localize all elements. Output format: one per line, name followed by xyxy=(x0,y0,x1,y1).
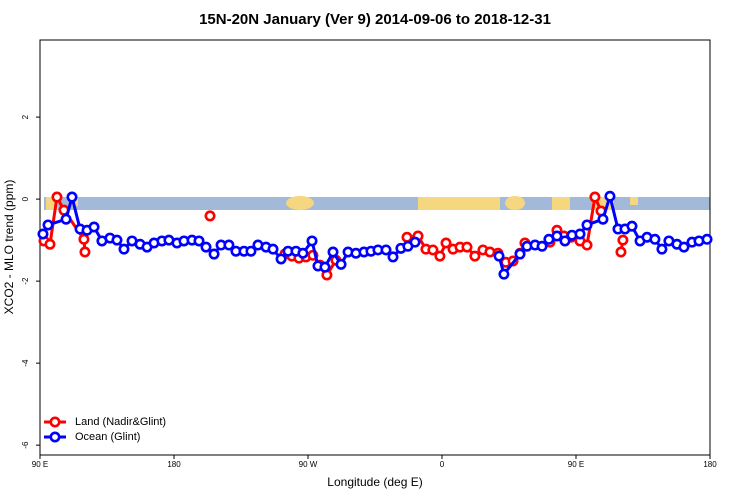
point xyxy=(514,248,526,260)
y-tick-label: -4 xyxy=(21,359,30,367)
legend-marker xyxy=(49,416,61,428)
point xyxy=(118,243,130,255)
x-tick-label: 0 xyxy=(440,460,445,469)
point xyxy=(200,241,212,253)
y-tick-label: -6 xyxy=(21,441,30,449)
point xyxy=(60,213,72,225)
point xyxy=(245,245,257,257)
point xyxy=(581,219,593,231)
point xyxy=(44,238,56,250)
y-tick-label: 2 xyxy=(21,114,30,119)
point xyxy=(66,191,78,203)
point xyxy=(427,244,439,256)
point xyxy=(701,233,713,245)
point xyxy=(656,243,668,255)
y-axis-label: XCO2 - MLO trend (ppm) xyxy=(2,180,16,315)
point xyxy=(387,251,399,263)
point xyxy=(111,234,123,246)
y-tick-label: -2 xyxy=(21,277,30,285)
point xyxy=(204,210,216,222)
point xyxy=(78,233,90,245)
point xyxy=(626,220,638,232)
point xyxy=(275,253,287,265)
legend-label: Ocean (Glint) xyxy=(75,431,140,443)
x-tick-label: 180 xyxy=(703,460,717,469)
plot-frame xyxy=(39,39,711,456)
point xyxy=(551,230,563,242)
point xyxy=(51,191,63,203)
point xyxy=(589,191,601,203)
point xyxy=(597,213,609,225)
point xyxy=(208,248,220,260)
point xyxy=(617,234,629,246)
point xyxy=(469,250,481,262)
x-tick-label: 90 E xyxy=(32,460,48,469)
point xyxy=(581,239,593,251)
point xyxy=(498,268,510,280)
point xyxy=(604,190,616,202)
point xyxy=(380,244,392,256)
point xyxy=(649,233,661,245)
point xyxy=(37,228,49,240)
point xyxy=(297,247,309,259)
point xyxy=(440,237,452,249)
point xyxy=(678,241,690,253)
x-axis-label: Longitude (deg E) xyxy=(327,475,422,489)
chart-title: 15N-20N January (Ver 9) 2014-09-06 to 20… xyxy=(199,11,551,28)
point xyxy=(306,235,318,247)
point xyxy=(88,221,100,233)
y-tick-label: 0 xyxy=(21,196,30,201)
point xyxy=(434,250,446,262)
x-tick-label: 90 E xyxy=(568,460,584,469)
point xyxy=(536,240,548,252)
x-tick-label: 180 xyxy=(167,460,181,469)
x-tick-label: 90 W xyxy=(299,460,318,469)
point xyxy=(327,246,339,258)
point xyxy=(461,241,473,253)
point xyxy=(319,261,331,273)
point xyxy=(335,258,347,270)
point xyxy=(223,239,235,251)
point xyxy=(267,243,279,255)
point xyxy=(574,228,586,240)
point xyxy=(493,250,505,262)
legend-marker xyxy=(49,431,61,443)
point xyxy=(193,235,205,247)
legend-label: Land (Nadir&Glint) xyxy=(75,416,166,428)
point xyxy=(79,246,91,258)
point xyxy=(615,246,627,258)
point xyxy=(42,219,54,231)
point xyxy=(409,236,421,248)
point xyxy=(559,235,571,247)
